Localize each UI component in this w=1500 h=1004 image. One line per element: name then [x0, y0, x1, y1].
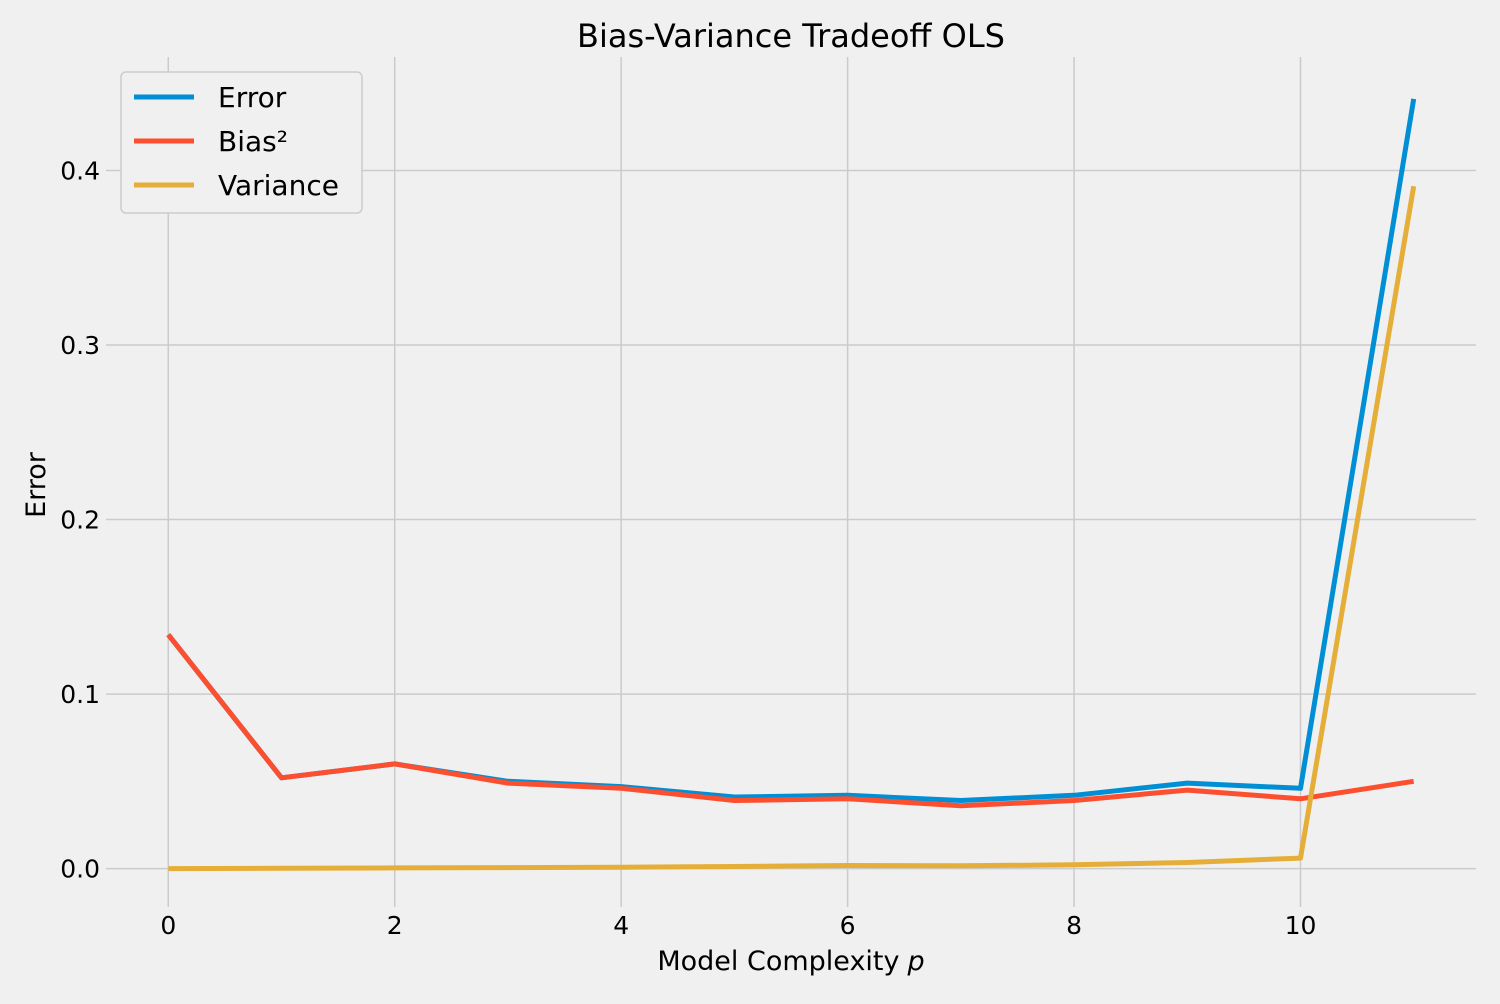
x-axis-label: Model Complexity p: [657, 946, 924, 977]
series-line-variance: [168, 185, 1417, 872]
y-axis-label: Error: [21, 451, 52, 518]
plot-lines: [166, 98, 1417, 872]
x-tick-label: 4: [613, 911, 629, 940]
y-tick-label: 0.2: [60, 506, 100, 535]
grid: [106, 57, 1476, 907]
legend: Error Bias² Variance: [120, 71, 363, 214]
x-tick-label: 2: [387, 911, 403, 940]
x-tick-label: 8: [1066, 911, 1082, 940]
x-axis-label-variable: p: [907, 946, 925, 977]
legend-frame: [120, 71, 363, 214]
x-tick-label: 0: [160, 911, 176, 940]
legend-label: Error: [218, 81, 287, 114]
y-tick-label: 0.1: [60, 680, 100, 709]
tick-labels: 0 2 4 6 8 10 0.0 0.1 0.2 0.3 0.4: [60, 156, 1316, 940]
legend-items: Error Bias² Variance: [134, 81, 339, 202]
y-tick-label: 0.3: [60, 331, 100, 360]
legend-label: Bias²: [218, 125, 288, 158]
y-tick-label: 0.0: [60, 855, 100, 884]
legend-label: Variance: [218, 169, 339, 202]
y-tick-label: 0.4: [60, 156, 100, 185]
x-tick-label: 10: [1285, 911, 1317, 940]
x-tick-label: 6: [840, 911, 856, 940]
x-axis-label-text: Model Complexity: [657, 946, 899, 977]
series-line-bias: [166, 633, 1415, 809]
chart-title: Bias-Variance Tradeoff OLS: [577, 17, 1005, 55]
